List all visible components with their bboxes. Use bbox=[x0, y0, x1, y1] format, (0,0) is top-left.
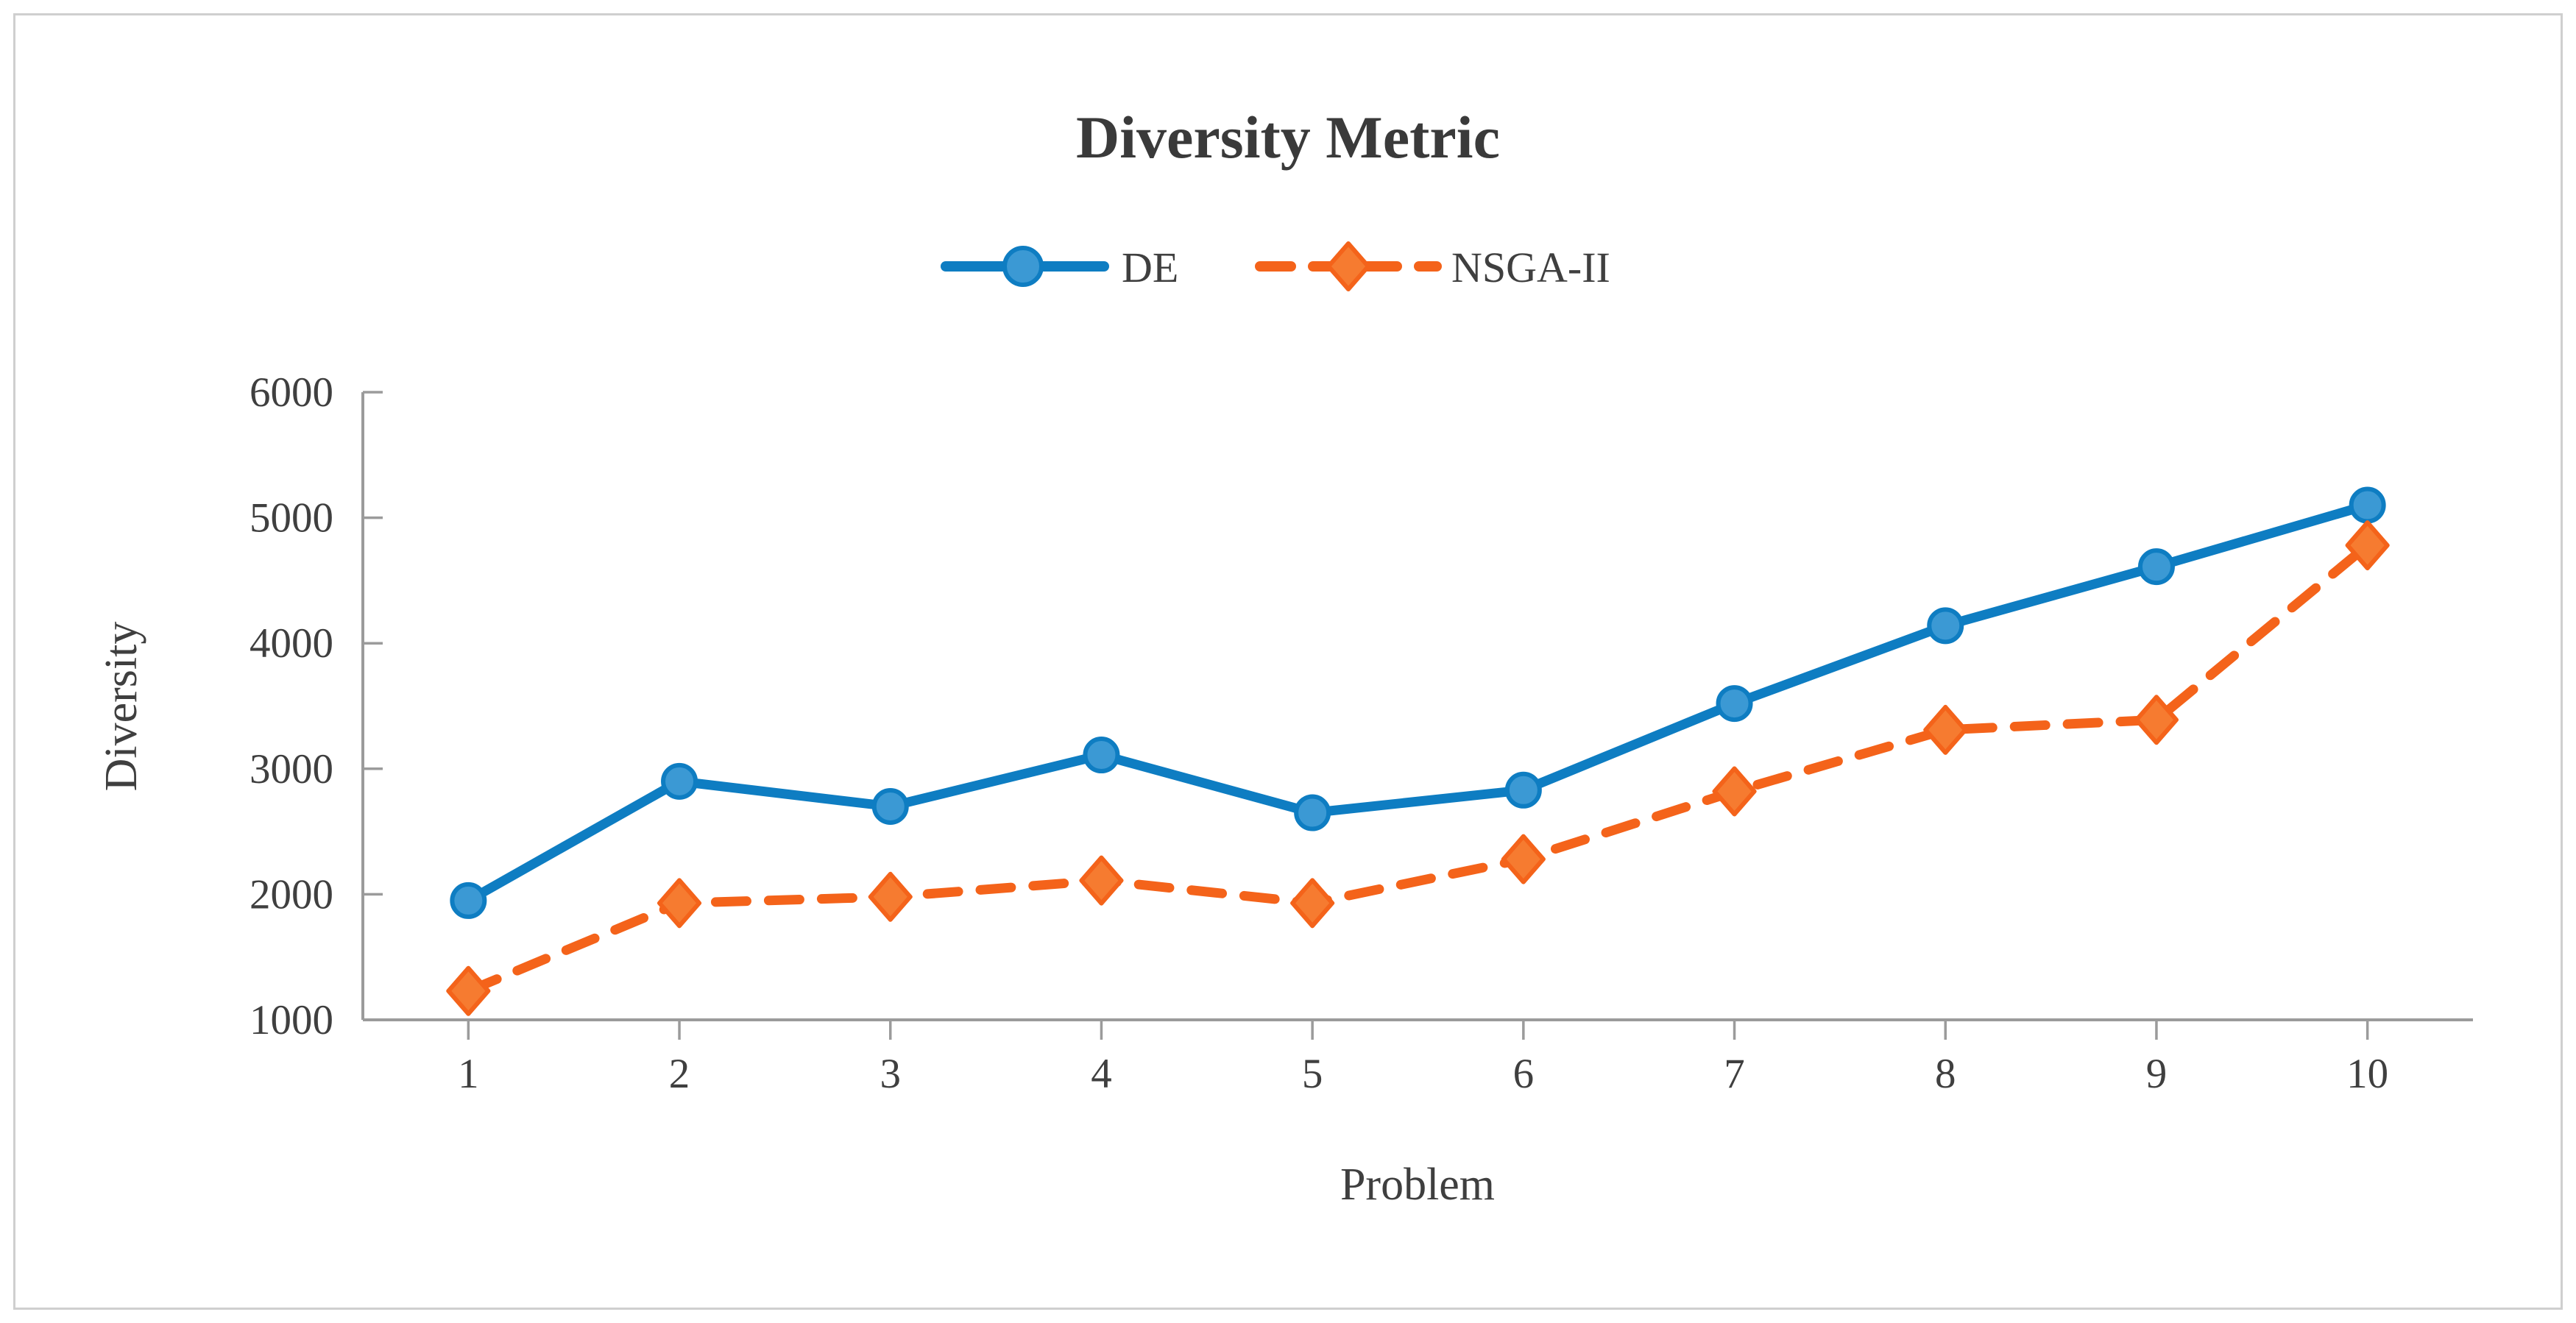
x-tick-label: 2 bbox=[669, 1051, 690, 1097]
y-axis-title: Diversity bbox=[96, 622, 146, 792]
x-tick-label: 3 bbox=[880, 1051, 902, 1097]
x-tick-label: 1 bbox=[458, 1051, 479, 1097]
series-line-nsga-ii bbox=[463, 540, 2373, 996]
series-marker-de bbox=[871, 787, 909, 825]
series-marker-de bbox=[1294, 794, 1331, 831]
legend: DE NSGA-II bbox=[941, 241, 1610, 291]
series-marker-de bbox=[1504, 771, 1542, 809]
x-tick-label: 10 bbox=[2346, 1051, 2388, 1097]
x-tick-label: 4 bbox=[1091, 1051, 1112, 1097]
series-marker-nsga-ii bbox=[1079, 855, 1124, 906]
series-marker-nsga-ii bbox=[1923, 704, 1968, 755]
x-tick-label: 8 bbox=[1935, 1051, 1956, 1097]
series-marker-de bbox=[1927, 607, 1964, 645]
legend-samples bbox=[941, 241, 1442, 291]
y-tick-label: 1000 bbox=[250, 997, 333, 1043]
y-tick-label: 2000 bbox=[250, 871, 333, 918]
x-tick-label: 7 bbox=[1724, 1051, 1745, 1097]
y-tick-label: 5000 bbox=[250, 495, 333, 542]
series-marker-de bbox=[1716, 685, 1753, 723]
x-tick-label: 6 bbox=[1513, 1051, 1535, 1097]
series-marker-nsga-ii bbox=[2134, 695, 2179, 745]
series-marker-nsga-ii bbox=[1290, 878, 1335, 929]
series-marker-nsga-ii bbox=[1712, 766, 1757, 817]
legend-label-nsga2: NSGA-II bbox=[1451, 244, 1610, 291]
series-marker-de bbox=[450, 882, 487, 919]
legend-marker-de bbox=[1002, 246, 1044, 287]
y-tick-label: 3000 bbox=[250, 746, 333, 792]
series-marker-de bbox=[2137, 548, 2175, 586]
x-tick-label: 9 bbox=[2146, 1051, 2168, 1097]
series-marker-nsga-ii bbox=[446, 965, 491, 1016]
chart-border bbox=[13, 13, 2563, 1310]
series-marker-nsga-ii bbox=[2345, 520, 2390, 571]
series-marker-nsga-ii bbox=[1501, 834, 1546, 884]
series-marker-nsga-ii bbox=[868, 871, 913, 922]
x-tick-label: 5 bbox=[1302, 1051, 1323, 1097]
y-tick-label: 6000 bbox=[250, 369, 333, 416]
series-marker-de bbox=[661, 762, 698, 800]
y-tick-label: 4000 bbox=[250, 620, 333, 667]
x-axis-title: Problem bbox=[1340, 1160, 1495, 1210]
legend-marker-nsga2 bbox=[1326, 241, 1370, 291]
series-marker-de bbox=[2349, 486, 2386, 524]
series-marker-nsga-ii bbox=[657, 878, 702, 929]
legend-label-de: DE bbox=[1122, 244, 1178, 291]
series-marker-de bbox=[1083, 737, 1120, 774]
chart-title: Diversity Metric bbox=[1076, 104, 1500, 171]
plot-area: 1000 2000 3000 4000 5000 6000 1 2 3 4 5 6 7 8 9 10 bbox=[250, 369, 2473, 1097]
series-line-de bbox=[463, 500, 2373, 906]
